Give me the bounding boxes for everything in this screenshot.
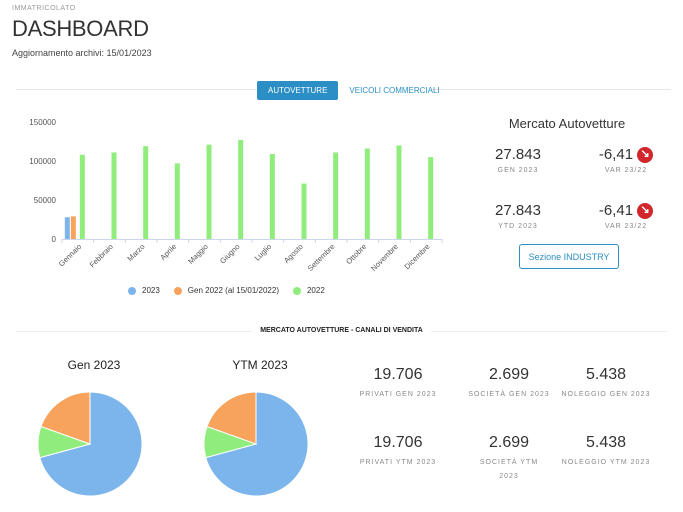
kpi-ytd-value: 27.843 YTD 2023 xyxy=(478,202,558,230)
kpi-gen-value: 27.843 GEN 2023 xyxy=(478,146,558,174)
legend-dot-icon xyxy=(292,286,301,295)
bar-gen-2022-al-15-01-2022- xyxy=(70,216,76,239)
pie-chart-ytm xyxy=(203,391,309,497)
industry-section-button[interactable]: Sezione INDUSTRY xyxy=(519,244,619,269)
kpi-variation-value: -6,41 xyxy=(598,202,634,219)
bar-2022 xyxy=(143,146,149,239)
bar-2022 xyxy=(396,145,402,239)
x-tick-label: Febbraio xyxy=(88,242,115,269)
page-title: DASHBOARD xyxy=(12,16,149,41)
pie-slice-noleggio xyxy=(40,391,91,445)
divider xyxy=(431,89,671,90)
kpi-value: 27.843 xyxy=(495,146,541,163)
pie-title-gen: Gen 2023 xyxy=(67,358,121,372)
x-tick-label: Ottobre xyxy=(344,242,368,266)
stat-value: 2.699 xyxy=(488,366,530,383)
legend-item-2022[interactable]: 2022 xyxy=(292,286,325,295)
y-tick-label: 50000 xyxy=(34,196,57,205)
kpi-value: 27.843 xyxy=(495,202,541,219)
stat-privati-ytm: 19.706 PRIVATI YTM 2023 xyxy=(338,434,458,470)
x-tick-label: Gennaio xyxy=(57,242,83,268)
x-tick-label: Maggio xyxy=(186,242,210,266)
stat-value: 2.699 xyxy=(488,434,530,451)
stat-value: 19.706 xyxy=(373,434,423,451)
bar-2022 xyxy=(238,139,244,239)
y-tick-label: 150000 xyxy=(29,118,56,127)
bar-2023 xyxy=(64,217,70,239)
legend-dot-icon xyxy=(173,286,182,295)
bar-2022 xyxy=(206,144,212,239)
stat-value: 5.438 xyxy=(585,366,627,383)
kpi-label: GEN 2023 xyxy=(497,167,539,174)
bar-2022 xyxy=(428,157,434,239)
y-tick-label: 100000 xyxy=(29,157,56,166)
kpi-gen-variation: -6,41 ↘ VAR 23/22 xyxy=(586,146,666,174)
tab-autovetture[interactable]: AUTOVETTURE xyxy=(257,81,339,100)
stat-label: NOLEGGIO YTM 2023 xyxy=(561,459,651,466)
legend-item-2023[interactable]: 2023 xyxy=(128,286,160,295)
stat-label: PRIVATI GEN 2023 xyxy=(359,391,437,398)
stat-societa-ytm: 2.699 SOCIETÀ YTM 2023 xyxy=(449,434,569,484)
kpi-ytd-variation: -6,41 ↘ VAR 23/22 xyxy=(586,202,666,230)
bar-chart-svg: 0 50000 100000 150000 Gennaio Febbraio Marzo Ap… xyxy=(29,118,443,273)
stat-label: PRIVATI YTM 2023 xyxy=(359,459,437,466)
bar-2022 xyxy=(269,153,275,239)
stat-value: 5.438 xyxy=(585,434,627,451)
stat-label: SOCIETÀ GEN 2023 xyxy=(468,391,550,398)
y-tick-label: 0 xyxy=(52,235,57,244)
kpi-label: VAR 23/22 xyxy=(604,167,648,174)
chart-legend: 2023 Gen 2022 (al 15/01/2022) 2022 xyxy=(128,286,325,295)
down-right-arrow-icon: ↘ xyxy=(637,146,654,163)
legend-label: Gen 2022 (al 15/01/2022) xyxy=(187,286,279,295)
pie-chart-gen xyxy=(37,391,143,497)
bar-2022 xyxy=(174,163,180,239)
stat-label: SOCIETÀ YTM 2023 xyxy=(479,459,539,480)
x-tick-label: Settembre xyxy=(306,242,337,273)
market-panel-title: Mercato Autovetture xyxy=(508,116,626,131)
legend-dot-icon xyxy=(128,286,136,295)
x-tick-label: Agosto xyxy=(282,242,305,265)
legend-label: 2023 xyxy=(142,286,160,295)
legend-label: 2022 xyxy=(306,286,325,295)
pie-title-ytm: YTM 2023 xyxy=(232,358,288,372)
bar-2022 xyxy=(364,148,370,239)
x-tick-label: Aprile xyxy=(158,242,178,262)
bar-2022 xyxy=(333,152,339,239)
bar-2022 xyxy=(79,154,85,239)
stat-societa-gen: 2.699 SOCIETÀ GEN 2023 xyxy=(449,366,569,402)
tab-veicoli-commerciali[interactable]: VEICOLI COMMERCIALI xyxy=(349,86,440,95)
registrations-bar-chart: 0 50000 100000 150000 Gennaio Febbraio Marzo Ap… xyxy=(0,110,450,290)
x-tick-label: Luglio xyxy=(253,242,274,263)
kpi-label: YTD 2023 xyxy=(498,223,538,230)
archive-update-label: Aggiornamento archivi: 15/01/2023 xyxy=(12,48,152,58)
x-tick-label: Novembre xyxy=(369,242,400,273)
bar-2022 xyxy=(111,152,117,239)
down-right-arrow-icon: ↘ xyxy=(637,202,654,219)
bar-2022 xyxy=(301,183,307,239)
kpi-label: VAR 23/22 xyxy=(604,223,648,230)
stat-value: 19.706 xyxy=(373,366,423,383)
x-tick-label: Dicembre xyxy=(403,242,432,271)
divider xyxy=(16,89,256,90)
vehicle-tabs: AUTOVETTURE VEICOLI COMMERCIALI xyxy=(257,81,451,100)
pie-slice-noleggio xyxy=(206,391,257,445)
x-tick-label: Marzo xyxy=(125,242,146,263)
sales-channels-title: MERCATO AUTOVETTURE - CANALI DI VENDITA xyxy=(252,327,431,334)
stat-privati-gen: 19.706 PRIVATI GEN 2023 xyxy=(338,366,458,402)
legend-item-gen2022[interactable]: Gen 2022 (al 15/01/2022) xyxy=(173,286,279,295)
x-tick-label: Giugno xyxy=(218,242,241,265)
sales-channels-title-wrap: MERCATO AUTOVETTURE - CANALI DI VENDITA xyxy=(0,327,683,334)
kpi-variation-value: -6,41 xyxy=(598,146,634,163)
page-kicker: IMMATRICOLATO xyxy=(12,5,76,12)
stat-noleggio-gen: 5.438 NOLEGGIO GEN 2023 xyxy=(560,366,652,402)
stat-label: NOLEGGIO GEN 2023 xyxy=(561,391,651,398)
stat-noleggio-ytm: 5.438 NOLEGGIO YTM 2023 xyxy=(560,434,652,470)
